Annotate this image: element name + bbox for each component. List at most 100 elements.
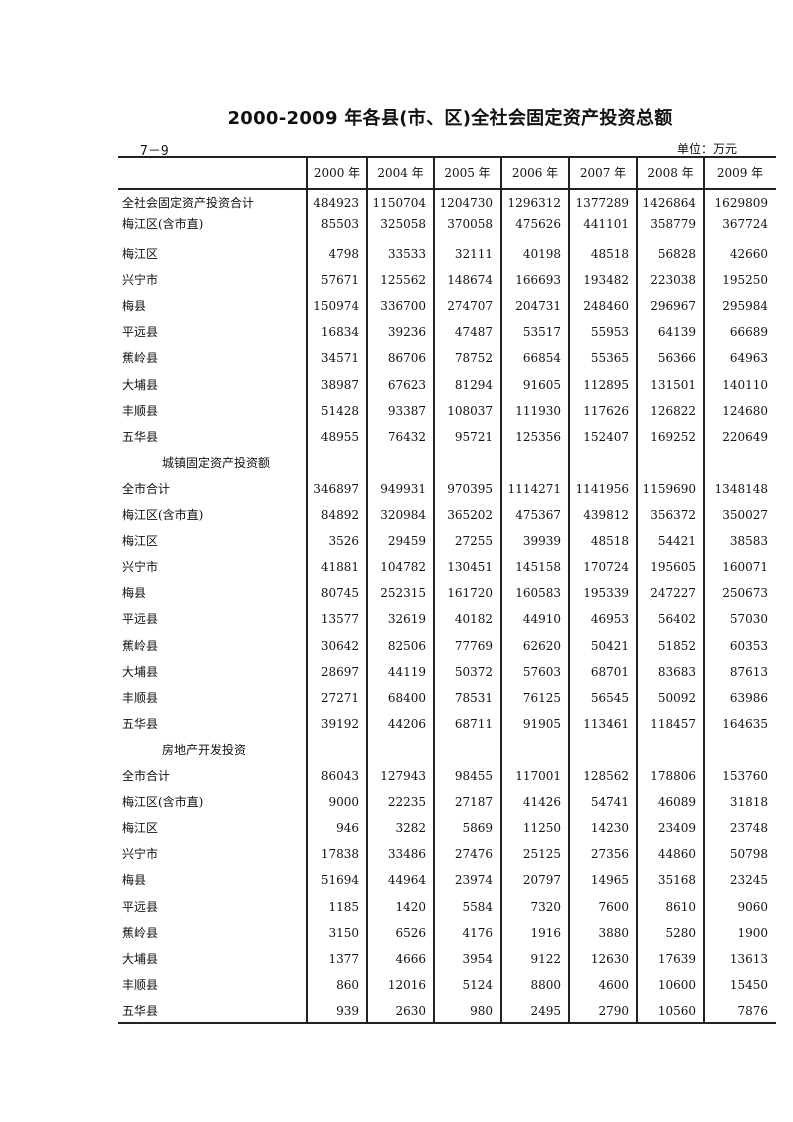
table-cell: 346897: [313, 481, 359, 496]
row-label: 五华县: [122, 1003, 159, 1018]
table-cell: 91605: [522, 377, 561, 392]
table-row: 梅江区(含市直) 84892 320984 365202 475367 439812 356…: [118, 505, 776, 525]
table-cell: 27476: [454, 847, 493, 862]
table-row: 大埔县 38987 67623 81294 91605 112895 131501 14011…: [118, 375, 776, 395]
table-cell: 949931: [380, 481, 426, 496]
table-cell: 50421: [590, 638, 629, 653]
table-cell: 82506: [387, 638, 426, 653]
table-cell: 160583: [515, 586, 561, 601]
table-cell: 15450: [729, 977, 768, 992]
table-cell: 204731: [515, 299, 561, 314]
row-label: 平远县: [122, 899, 159, 914]
table-row: 全社会固定资产投资合计 484923 1150704 1204730 1296312 13…: [118, 193, 776, 213]
table-cell: 128562: [583, 769, 629, 783]
table-cell: 1900: [737, 925, 768, 940]
table-cell: 296967: [650, 299, 696, 314]
table-cell: 1348148: [714, 481, 768, 496]
table-cell: 28697: [320, 664, 359, 679]
table-cell: 57671: [320, 273, 359, 288]
table-cell: 68400: [387, 690, 426, 705]
table-cell: 3954: [462, 951, 493, 966]
table-cell: 274707: [447, 299, 493, 314]
table-cell: 252315: [380, 586, 426, 601]
table-cell: 25125: [522, 847, 561, 862]
table-cell: 31818: [729, 795, 768, 810]
row-label: 兴宁市: [122, 560, 159, 575]
table-cell: 220649: [722, 429, 768, 444]
table-cell: 44119: [387, 664, 426, 679]
table-cell: 1916: [530, 925, 561, 940]
row-label: 梅县: [122, 873, 147, 888]
table-cell: 127943: [380, 769, 426, 783]
table-cell: 860: [336, 977, 359, 992]
table-cell: 336700: [380, 299, 426, 314]
table-cell: 76125: [522, 690, 561, 705]
table-cell: 39236: [387, 325, 426, 340]
table-cell: 5280: [665, 925, 696, 940]
column-header: 2008 年: [647, 166, 694, 180]
table-cell: 5124: [462, 977, 493, 992]
table-row: 平远县 1185 1420 5584 7320 7600 8610 9060: [118, 897, 776, 917]
table-row: 兴宁市 57671 125562 148674 166693 193482 223038 19…: [118, 270, 776, 290]
table-row: 兴宁市 41881 104782 130451 145158 170724 195605 16…: [118, 557, 776, 577]
table-cell: 50798: [729, 847, 768, 862]
section-header-row: 房地产开发投资: [118, 740, 776, 760]
column-header: 2000 年: [313, 166, 361, 180]
table-cell: 44206: [387, 716, 426, 731]
table-row: 丰顺县 51428 93387 108037 111930 117626 126822 124…: [118, 401, 776, 421]
table-cell: 1296312: [507, 196, 561, 210]
table-row: 梅江区(含市直) 85503 325058 370058 475626 441101 358…: [118, 214, 776, 234]
table-cell: 3880: [598, 925, 629, 940]
row-label: 梅江区(含市直): [122, 217, 204, 231]
table-cell: 117001: [515, 769, 561, 783]
table-cell: 164635: [722, 716, 768, 731]
row-label: 梅江区(含市直): [122, 795, 204, 810]
table-cell: 53517: [522, 325, 561, 340]
table-cell: 32619: [387, 612, 426, 627]
row-label: 大埔县: [122, 951, 159, 966]
table-cell: 8610: [665, 899, 696, 914]
table-cell: 13613: [729, 951, 768, 966]
table-cell: 54741: [590, 795, 629, 810]
page-title: 2000-2009 年各县(市、区)全社会固定资产投资总额: [227, 108, 673, 129]
table-cell: 66689: [729, 325, 768, 340]
table-cell: 12630: [590, 951, 629, 966]
table-cell: 48518: [590, 247, 629, 261]
table-cell: 475626: [515, 217, 561, 231]
table-cell: 980: [470, 1003, 493, 1018]
table-cell: 9000: [328, 795, 359, 810]
row-label: 梅江区(含市直): [122, 508, 204, 522]
table-row: 五华县 39192 44206 68711 91905 113461 118457 16463…: [118, 714, 776, 734]
table-cell: 67623: [387, 377, 426, 392]
table-cell: 78752: [454, 351, 493, 366]
table-cell: 108037: [447, 403, 493, 418]
table-cell: 84892: [320, 508, 359, 522]
table-cell: 50092: [657, 690, 696, 705]
table-cell: 1377: [328, 951, 359, 966]
table-row: 平远县 16834 39236 47487 53517 55953 64139 66689: [118, 322, 776, 342]
table-cell: 5869: [462, 821, 493, 836]
table-cell: 111930: [515, 403, 561, 418]
table-cell: 86043: [320, 769, 359, 783]
table-cell: 104782: [380, 560, 426, 575]
table-cell: 40198: [522, 247, 561, 261]
table-cell: 7876: [737, 1003, 768, 1018]
table-cell: 44964: [387, 873, 426, 888]
table-cell: 17838: [320, 847, 359, 862]
table-row: 平远县 13577 32619 40182 44910 46953 56402 57030: [118, 609, 776, 629]
table-cell: 17639: [657, 951, 696, 966]
table-cell: 41881: [320, 560, 359, 575]
table-cell: 124680: [722, 403, 768, 418]
top-rule: [118, 156, 776, 158]
table-cell: 33486: [387, 847, 426, 862]
table-cell: 1204730: [439, 196, 493, 210]
row-label: 丰顺县: [122, 690, 159, 705]
table-cell: 44860: [657, 847, 696, 862]
table-cell: 23748: [729, 821, 768, 836]
table-cell: 62620: [522, 638, 561, 653]
table-cell: 169252: [650, 429, 696, 444]
table-cell: 195250: [722, 273, 768, 288]
table-cell: 56545: [590, 690, 629, 705]
table-cell: 1114271: [507, 481, 561, 496]
bottom-rule: [118, 1022, 776, 1024]
